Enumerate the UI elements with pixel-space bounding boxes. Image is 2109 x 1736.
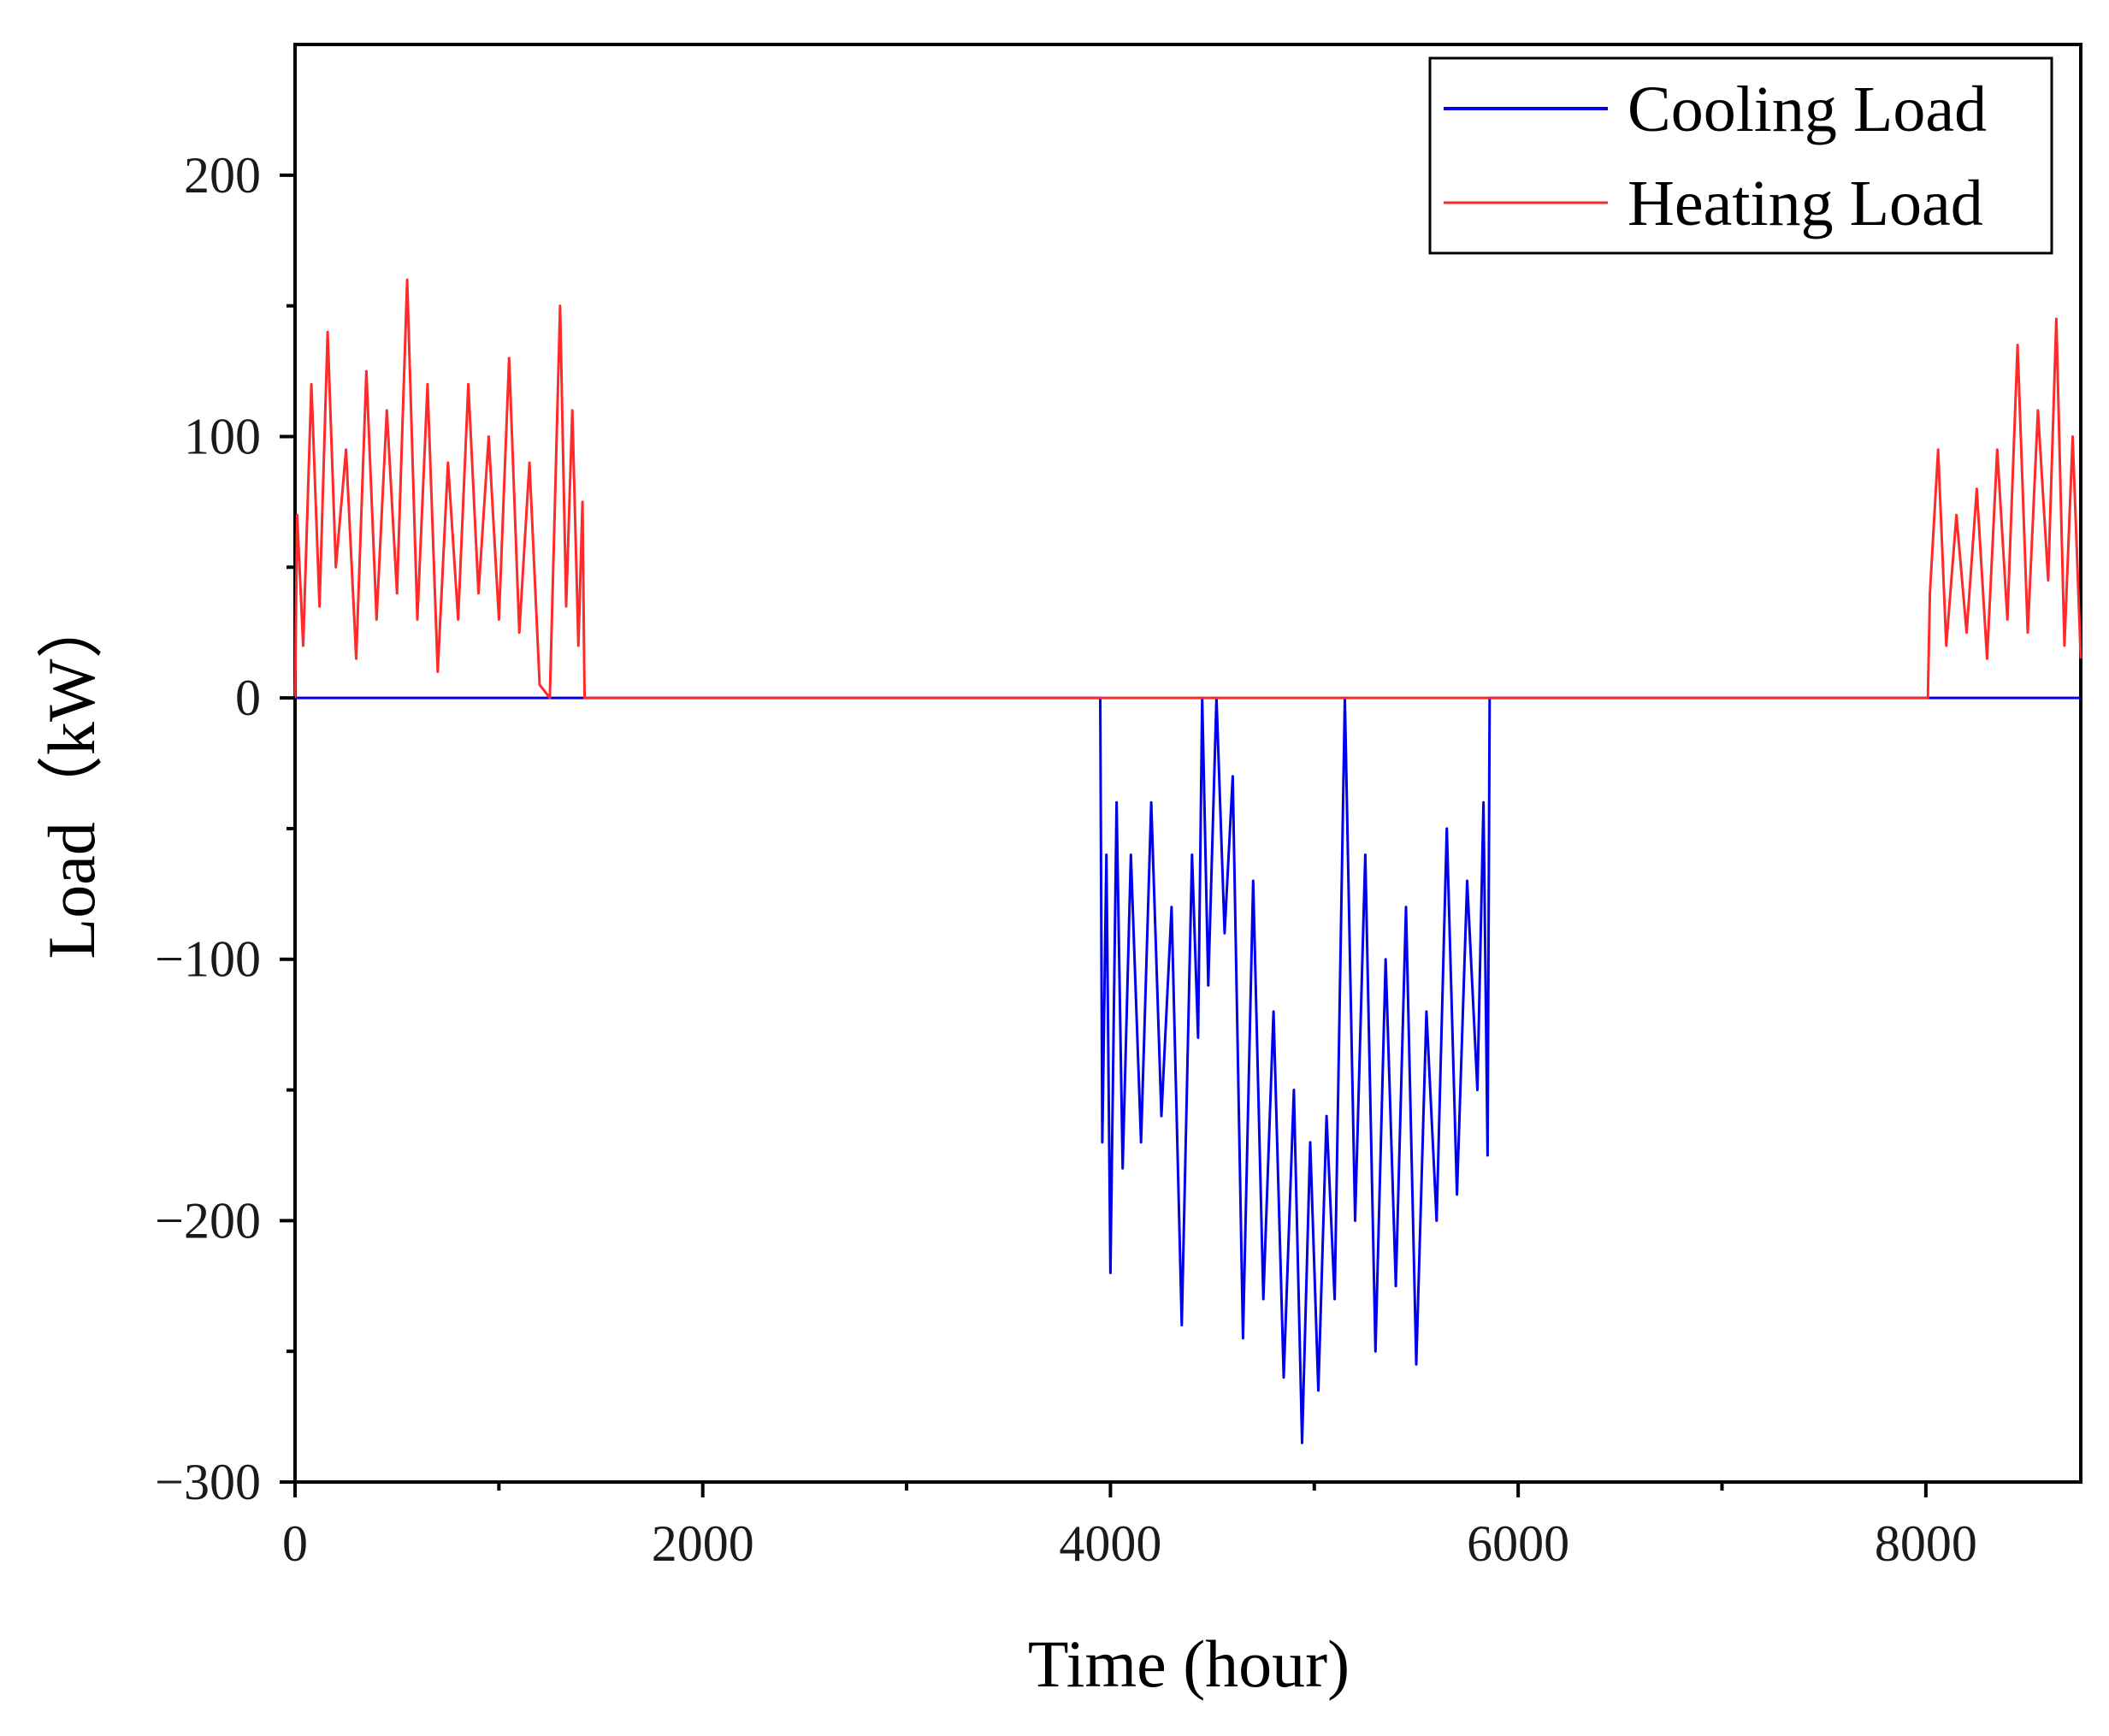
x-tick-label-8000: 8000 bbox=[1875, 1515, 1977, 1572]
y-tick-label--300: −300 bbox=[155, 1454, 261, 1510]
series-line-heating-load bbox=[293, 278, 2082, 700]
series-layer bbox=[293, 278, 2082, 1444]
x-tick-label-6000: 6000 bbox=[1467, 1515, 1569, 1572]
tick-layer: 0 2000 4000 6000 8000 −300 −200 −100 0 100 200 bbox=[155, 147, 1977, 1572]
x-axis-title: Time (hour) bbox=[1028, 1627, 1350, 1701]
series-line-cooling-load bbox=[295, 696, 2081, 1444]
x-tick-label-0: 0 bbox=[282, 1515, 308, 1572]
legend: Cooling Load Heating Load bbox=[1428, 56, 2053, 255]
y-tick-label--100: −100 bbox=[155, 931, 261, 988]
y-axis-title: Load（kW） bbox=[34, 593, 109, 960]
x-tick-label-4000: 4000 bbox=[1059, 1515, 1161, 1572]
legend-label-heating: Heating Load bbox=[1628, 168, 1983, 239]
y-tick-label-200: 200 bbox=[184, 147, 261, 204]
legend-label-cooling: Cooling Load bbox=[1628, 74, 1987, 145]
y-tick-label-0: 0 bbox=[235, 670, 261, 726]
plot-frame bbox=[293, 43, 2082, 1484]
x-tick-label-2000: 2000 bbox=[652, 1515, 754, 1572]
legend-box bbox=[1428, 56, 2053, 255]
y-tick-label--200: −200 bbox=[155, 1192, 261, 1249]
y-tick-label-100: 100 bbox=[184, 408, 261, 464]
